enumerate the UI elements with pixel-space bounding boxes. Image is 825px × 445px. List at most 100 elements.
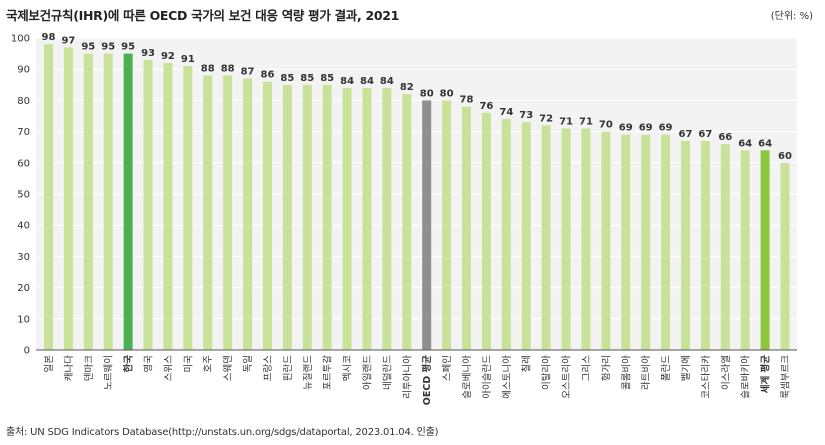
bar-핀란드 (282, 84, 292, 351)
bar-프랑스 (262, 81, 272, 351)
bar-벨기에 (680, 140, 690, 350)
value-label: 84 (360, 76, 374, 87)
bar-chart: 0 10 20 30 40 50 60 70 80 90 100 98 97 95 95 95 93 92 91 8… (11, 32, 797, 405)
category-label: 아이슬란드 (481, 355, 493, 399)
value-label: 95 (81, 42, 95, 53)
category-label: 슬로베니아 (462, 355, 473, 399)
category-label: 룩셈부르크 (781, 355, 792, 399)
source-note: 출처: UN SDG Indicators Database(http://un… (6, 427, 439, 438)
category-label: 미국 (183, 355, 194, 373)
value-label: 82 (400, 82, 414, 93)
category-label: 에스토니아 (502, 355, 513, 399)
value-label: 93 (141, 48, 155, 59)
y-tick-label: 30 (17, 252, 30, 263)
value-label: 71 (559, 116, 573, 127)
y-tick-label: 50 (17, 190, 30, 201)
bar-이탈리아 (541, 125, 551, 350)
value-label: 78 (460, 95, 474, 106)
category-label: 덴마크 (84, 355, 95, 381)
bar-콜롬비아 (621, 134, 631, 350)
y-tick-label: 0 (24, 346, 30, 357)
category-label: 뉴질랜드 (302, 355, 314, 390)
value-label: 74 (499, 107, 513, 118)
value-label: 69 (619, 123, 633, 134)
value-label: 72 (539, 113, 553, 124)
bar-칠레 (521, 122, 531, 351)
value-label: 73 (519, 110, 533, 121)
value-label: 80 (440, 88, 454, 99)
value-label: 69 (659, 123, 673, 134)
bar-한국 (123, 53, 133, 350)
value-label: 92 (161, 51, 175, 62)
category-label: 핀란드 (282, 355, 294, 381)
y-tick-label: 60 (17, 158, 30, 169)
bar-호주 (203, 75, 213, 350)
value-label: 70 (599, 120, 613, 131)
category-label: 스페인 (442, 355, 453, 381)
category-label: 코스타리카 (701, 355, 712, 399)
value-label: 85 (280, 73, 294, 84)
y-tick-label: 100 (11, 34, 30, 45)
category-label: 스위스 (162, 355, 174, 381)
gridlines (36, 37, 797, 320)
bar-리투아니아 (402, 94, 412, 350)
category-label: 아일랜드 (362, 355, 373, 390)
category-label: 칠레 (522, 355, 533, 372)
bar-캐나다 (63, 47, 73, 351)
category-label: 캐나다 (64, 355, 75, 381)
category-label: 벨기에 (681, 355, 692, 381)
value-label: 69 (639, 123, 653, 134)
value-label: 95 (101, 42, 115, 53)
y-tick-label: 20 (17, 283, 30, 294)
value-label: 84 (380, 76, 394, 87)
value-label: 97 (61, 35, 75, 46)
bar-슬로베니아 (462, 106, 472, 350)
category-label: 독일 (243, 355, 254, 372)
bar-덴마크 (83, 53, 93, 350)
value-label: 95 (121, 42, 135, 53)
value-label: 98 (42, 32, 56, 43)
y-tick-label: 90 (17, 65, 30, 76)
category-label: 리투아니아 (402, 355, 413, 399)
category-label: 노르웨이 (103, 355, 115, 390)
bar-스위스 (163, 62, 173, 351)
value-labels: 98 97 95 95 95 93 92 91 88 88 87 86 85 85 85 84 84 84 82 80… (42, 32, 792, 162)
value-label: 80 (420, 88, 434, 99)
value-label: 85 (300, 73, 314, 84)
bar-아이슬란드 (481, 112, 491, 350)
y-tick-label: 70 (17, 127, 30, 138)
category-label: 멕시코 (343, 355, 354, 381)
category-label: 세계 평균 (760, 355, 772, 394)
bar-영국 (143, 59, 153, 351)
value-label: 91 (181, 54, 195, 65)
category-label: 이스라엘 (721, 355, 732, 390)
bar-그리스 (581, 128, 591, 350)
y-tick-label: 10 (17, 314, 30, 325)
y-axis-ticks: 0 10 20 30 40 50 60 70 80 90 100 (11, 34, 30, 357)
category-label: 한국 (123, 355, 135, 373)
y-tick-label: 80 (17, 96, 30, 107)
bar-룩셈부르크 (780, 162, 790, 350)
bar-슬로바키아 (740, 150, 750, 350)
category-label: 오스트리아 (562, 355, 573, 399)
category-label: 콜롬비아 (621, 355, 632, 390)
bar-헝가리 (601, 131, 611, 350)
value-label: 85 (320, 73, 334, 84)
bar-멕시코 (342, 87, 352, 351)
value-label: 66 (718, 132, 732, 143)
category-label: 일본 (44, 355, 55, 373)
bar-노르웨이 (103, 53, 113, 350)
bar-스웨덴 (223, 75, 233, 350)
category-label: 이탈리아 (541, 355, 553, 390)
value-label: 88 (201, 63, 215, 74)
category-label: 스웨덴 (222, 355, 234, 381)
category-label: 그리스 (581, 355, 592, 381)
y-tick-label: 40 (17, 221, 30, 232)
value-label: 86 (260, 70, 274, 81)
bar-폴란드 (661, 134, 671, 350)
bar-일본 (44, 44, 53, 351)
value-label: 76 (479, 101, 493, 112)
chart-title: 국제보건규칙(IHR)에 따른 OECD 국가의 보건 대응 역량 평가 결과,… (6, 8, 400, 23)
bar-오스트리아 (561, 128, 571, 350)
bar-포르투갈 (322, 84, 332, 351)
